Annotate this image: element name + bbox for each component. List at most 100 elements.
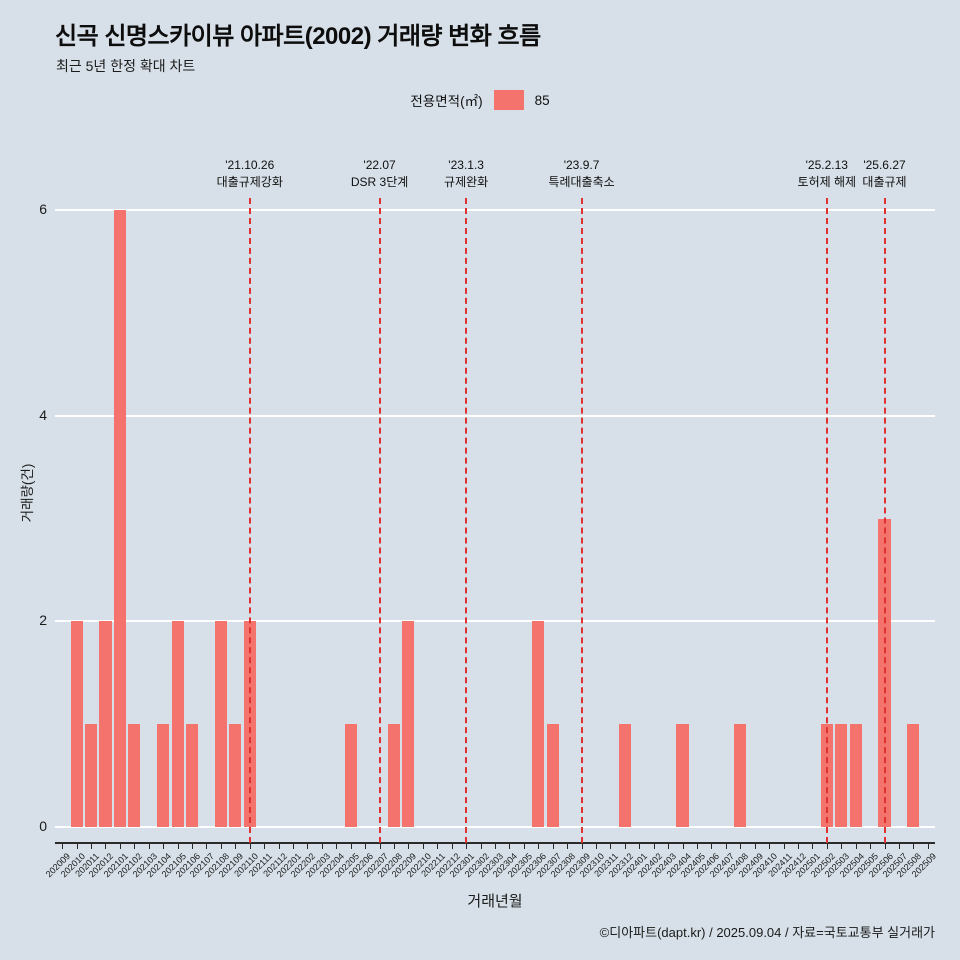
axis-tick <box>552 844 554 849</box>
bar <box>185 724 199 827</box>
axis-tick <box>379 844 381 849</box>
axis-tick <box>466 844 468 849</box>
bar <box>70 621 83 827</box>
axis-tick <box>220 844 222 849</box>
annotation-label: 규제완화 <box>444 175 489 189</box>
axis-tick <box>841 844 843 849</box>
axis-tick <box>105 844 107 849</box>
y-axis-title: 거래량(건) <box>20 463 35 523</box>
annotation-date: '22.07 <box>363 158 396 172</box>
grid-line <box>55 620 935 623</box>
axis-tick <box>163 844 165 849</box>
bar <box>229 724 242 827</box>
axis-tick <box>278 844 280 849</box>
y-tick-label: 6 <box>39 201 47 217</box>
axis-tick <box>235 844 237 849</box>
axis-tick <box>754 844 756 849</box>
source-credit: ©디아파트(dapt.kr) / 2025.09.04 / 자료=국토교통부 실… <box>599 925 935 940</box>
annotation-date: '25.2.13 <box>805 158 848 172</box>
axis-tick <box>769 844 771 849</box>
bar <box>835 724 848 827</box>
axis-tick <box>307 844 309 849</box>
y-tick-label: 2 <box>39 612 47 629</box>
axis-tick <box>927 844 929 849</box>
axis-tick <box>639 844 641 849</box>
bar <box>113 210 126 827</box>
bar <box>387 724 401 827</box>
bar <box>532 621 545 827</box>
axis-tick <box>264 844 266 849</box>
axis-tick <box>192 844 194 849</box>
annotation-line <box>378 198 381 843</box>
axis-tick <box>610 844 612 849</box>
annotation-date: '21.10.26 <box>225 158 275 172</box>
bar <box>676 724 689 827</box>
axis-tick <box>293 844 295 849</box>
bar <box>344 724 357 827</box>
annotation-label: 대출규제 <box>862 175 907 189</box>
bar <box>618 724 631 827</box>
axis-tick <box>321 844 323 849</box>
annotation-date: '23.1.3 <box>448 158 484 172</box>
axis-tick <box>76 844 78 849</box>
x-axis-line <box>55 842 935 844</box>
annotation-text: '23.1.3 규제완화 <box>444 157 488 191</box>
bar <box>734 724 747 827</box>
grid-line <box>55 826 935 828</box>
bar <box>157 724 170 827</box>
axis-tick <box>495 844 496 849</box>
axis-tick <box>682 844 684 849</box>
annotation-date: '23.9.7 <box>563 158 600 172</box>
legend-label: 전용면적(㎡) <box>410 94 483 109</box>
axis-tick <box>538 844 540 849</box>
axis-tick <box>365 844 367 849</box>
axis-tick <box>62 844 64 849</box>
axis-tick <box>422 844 424 849</box>
annotation-label: 대출규제강화 <box>216 175 283 189</box>
legend-swatch <box>493 90 524 110</box>
axis-tick <box>653 844 655 849</box>
page-subtitle: 최근 5년 한정 확대 차트 <box>56 58 196 74</box>
axis-tick <box>350 844 352 849</box>
bar <box>849 724 862 827</box>
axis-tick <box>509 844 511 849</box>
annotation-text: '25.6.27 대출규제 <box>862 157 906 191</box>
axis-tick <box>91 844 93 849</box>
page-title: 신곡 신명스카이뷰 아파트(2002) 거래량 변화 흐름 <box>55 23 541 50</box>
annotation-label: DSR 3단계 <box>350 175 409 189</box>
plot-area: 202009 202010 202011 202012 202101 202102 2021… <box>44 209 938 879</box>
bar <box>128 724 141 827</box>
annotation-text: '21.10.26 대출규제강화 <box>217 157 283 191</box>
axis-tick <box>783 844 785 849</box>
legend: 전용면적(㎡) 85 <box>0 90 960 110</box>
axis-tick <box>523 844 525 849</box>
axis-tick <box>913 844 915 849</box>
annotation-line <box>465 198 468 843</box>
axis-tick <box>668 844 670 849</box>
axis-tick <box>581 844 583 849</box>
axis-tick <box>711 844 713 849</box>
annotation-line <box>580 198 583 843</box>
annotation-line <box>883 198 886 843</box>
bar <box>907 724 920 827</box>
axis-tick <box>249 844 251 849</box>
annotation-date: '25.6.27 <box>863 158 906 172</box>
axis-tick <box>812 844 814 849</box>
axis-tick <box>855 844 857 849</box>
axis-tick <box>898 844 900 849</box>
bar <box>402 621 415 827</box>
axis-tick <box>595 844 597 849</box>
bar <box>171 621 184 827</box>
axis-tick <box>206 844 208 849</box>
x-axis-title: 거래년월 <box>467 893 523 910</box>
annotation-line <box>825 198 828 843</box>
annotation-text: '25.2.13 토허제 해제 <box>798 157 857 191</box>
annotation-label: 특례대출축소 <box>548 175 615 189</box>
axis-tick <box>624 844 626 849</box>
axis-tick <box>725 844 727 849</box>
axis-tick <box>336 844 338 849</box>
axis-tick <box>134 844 136 849</box>
axis-tick <box>826 844 828 849</box>
axis-tick <box>451 844 453 849</box>
axis-tick <box>148 844 150 849</box>
